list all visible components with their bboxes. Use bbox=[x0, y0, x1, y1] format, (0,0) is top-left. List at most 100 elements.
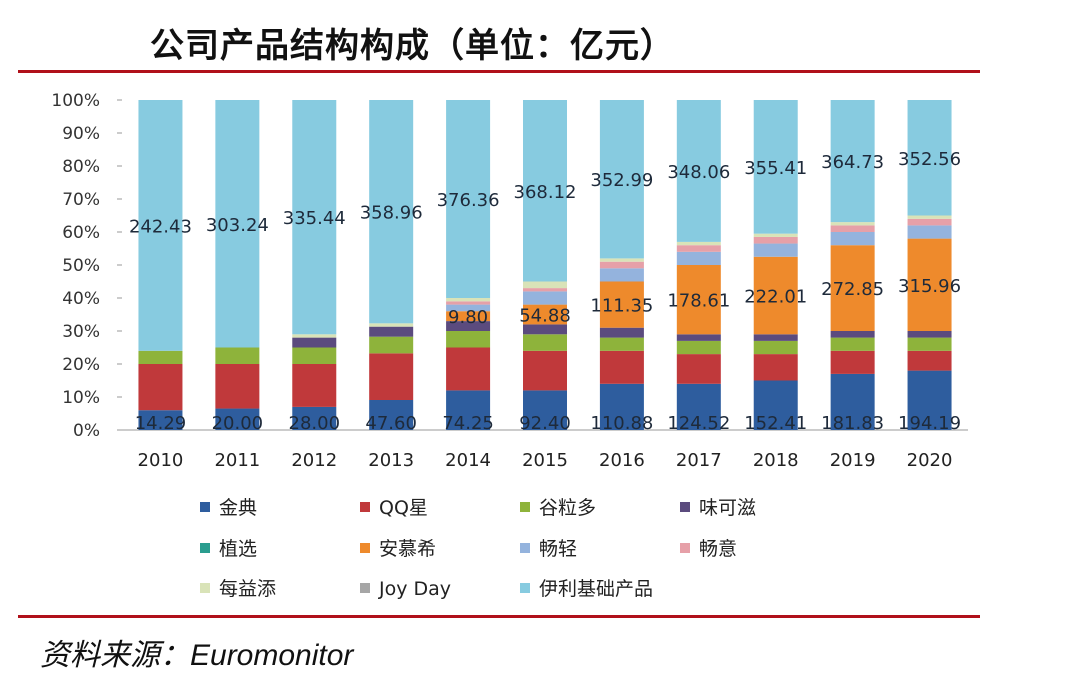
legend-swatch bbox=[680, 543, 690, 553]
bar-segment bbox=[830, 350, 875, 374]
data-label: 376.36 bbox=[437, 190, 500, 211]
bar-segment bbox=[523, 100, 567, 282]
data-label: 355.41 bbox=[744, 158, 807, 179]
x-tick-label: 2018 bbox=[753, 450, 799, 471]
data-label: 303.24 bbox=[206, 215, 269, 236]
data-label: 352.56 bbox=[898, 149, 961, 170]
legend-label: 每益添 bbox=[219, 578, 276, 600]
bar-segment bbox=[676, 251, 721, 265]
data-label: 222.01 bbox=[744, 287, 807, 308]
bar-segment bbox=[830, 232, 875, 246]
bar-segment bbox=[446, 100, 491, 298]
bar-segment bbox=[523, 281, 567, 289]
data-label: 335.44 bbox=[283, 208, 346, 229]
legend-label: 金典 bbox=[219, 497, 257, 519]
bar-segment bbox=[446, 301, 491, 305]
bar-segment bbox=[138, 350, 183, 364]
bar-segment bbox=[292, 100, 337, 335]
bar-segment bbox=[753, 100, 798, 234]
bar-segment bbox=[753, 233, 798, 237]
bar-segment bbox=[292, 364, 337, 407]
bar-segment bbox=[830, 225, 875, 232]
bar-segment bbox=[907, 331, 952, 338]
bar-segment bbox=[830, 245, 875, 331]
bar-segment bbox=[138, 100, 183, 351]
bar-segment bbox=[523, 288, 567, 292]
bar-segment bbox=[215, 347, 260, 364]
bar-segment bbox=[830, 373, 875, 430]
bar-segment bbox=[599, 327, 644, 338]
data-label: 111.35 bbox=[590, 296, 653, 317]
legend-label: QQ星 bbox=[379, 497, 428, 519]
legend-label: 谷粒多 bbox=[539, 497, 596, 519]
bar-segment bbox=[446, 298, 491, 302]
legend-swatch bbox=[360, 583, 370, 593]
legend-swatch bbox=[520, 502, 530, 512]
bar-segment bbox=[907, 337, 952, 351]
legend-label: 畅轻 bbox=[539, 538, 577, 560]
data-label: 54.88 bbox=[519, 306, 571, 327]
legend-swatch bbox=[520, 543, 530, 553]
bar-segment bbox=[907, 370, 952, 430]
x-tick-label: 2011 bbox=[214, 450, 260, 471]
data-label: 181.83 bbox=[821, 413, 884, 434]
data-label: 14.29 bbox=[135, 413, 187, 434]
data-label: 74.25 bbox=[442, 413, 494, 434]
bar-segment bbox=[599, 261, 644, 269]
data-label: 352.99 bbox=[590, 170, 653, 191]
data-label: 178.61 bbox=[667, 291, 730, 312]
bar-segment bbox=[599, 281, 644, 328]
data-label: 368.12 bbox=[514, 182, 577, 203]
y-tick-label: 20% bbox=[62, 355, 100, 375]
bar-segment bbox=[753, 340, 798, 355]
bar-segment bbox=[292, 406, 337, 430]
x-tick-label: 2013 bbox=[368, 450, 414, 471]
bar-segment bbox=[369, 353, 414, 400]
x-tick-label: 2020 bbox=[907, 450, 953, 471]
bar-segment bbox=[215, 408, 260, 430]
bar-segment bbox=[215, 100, 260, 348]
bar-segment bbox=[599, 268, 644, 282]
data-label: 20.00 bbox=[212, 413, 264, 434]
bar-segment bbox=[369, 323, 414, 327]
data-label: 28.00 bbox=[289, 413, 341, 434]
legend-swatch bbox=[520, 583, 530, 593]
data-label: 152.41 bbox=[744, 413, 807, 434]
bar-segment bbox=[523, 334, 567, 351]
source-note: 资料来源：Euromonitor bbox=[40, 639, 354, 672]
y-tick-label: 100% bbox=[51, 91, 100, 111]
bar-segment bbox=[523, 324, 567, 335]
legend-label: 味可滋 bbox=[699, 497, 756, 519]
x-tick-label: 2019 bbox=[830, 450, 876, 471]
bar-segment bbox=[753, 334, 798, 341]
bar-segment bbox=[676, 334, 721, 341]
data-label: 348.06 bbox=[667, 162, 730, 183]
data-label: 47.60 bbox=[365, 413, 417, 434]
data-label: 358.96 bbox=[360, 203, 423, 224]
bar-segment bbox=[523, 291, 567, 305]
legend-label: 植选 bbox=[219, 538, 257, 560]
bar-segment bbox=[292, 347, 337, 364]
source-divider bbox=[18, 615, 980, 618]
bar-segment bbox=[369, 326, 414, 337]
data-label: 242.43 bbox=[129, 216, 192, 237]
bar-segment bbox=[753, 243, 798, 257]
x-tick-label: 2015 bbox=[522, 450, 568, 471]
bar-segment bbox=[907, 350, 952, 371]
bar-segment bbox=[138, 410, 183, 430]
bar-segment bbox=[830, 222, 875, 226]
bar-segment bbox=[369, 336, 414, 354]
bar-segment bbox=[446, 347, 491, 391]
bar-segment bbox=[753, 354, 798, 381]
bar-segment bbox=[599, 337, 644, 351]
bar-segment bbox=[215, 364, 260, 409]
data-label: 124.52 bbox=[667, 413, 730, 434]
bar-segment bbox=[676, 340, 721, 355]
y-tick-label: 10% bbox=[62, 388, 100, 408]
y-tick-label: 60% bbox=[62, 223, 100, 243]
legend-label: 畅意 bbox=[699, 538, 737, 560]
x-tick-label: 2012 bbox=[291, 450, 337, 471]
bar-segment bbox=[523, 390, 567, 430]
bar-segment bbox=[907, 218, 952, 226]
data-label: 272.85 bbox=[821, 279, 884, 300]
